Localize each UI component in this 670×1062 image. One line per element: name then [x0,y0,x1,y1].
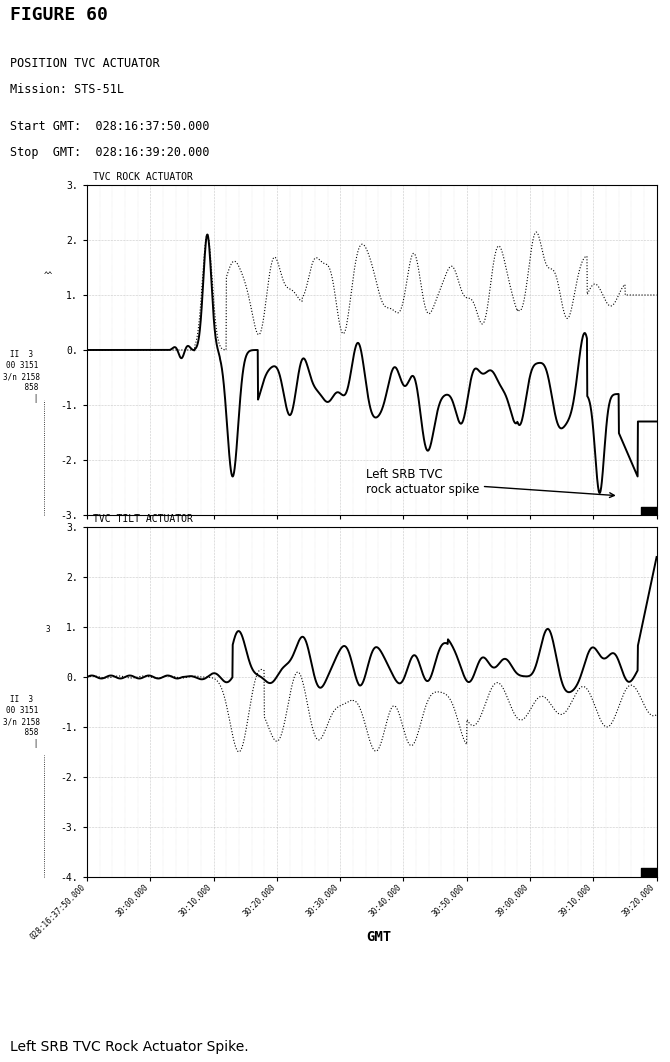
Text: Start GMT:  028:16:37:50.000: Start GMT: 028:16:37:50.000 [10,120,210,133]
Text: Mission: STS-51L: Mission: STS-51L [10,83,124,97]
Text: 3: 3 [46,626,50,634]
Text: II  3
00 3151
3/n 2158
    858
      |: II 3 00 3151 3/n 2158 858 | [3,350,40,404]
Text: POSITION TVC ACTUATOR: POSITION TVC ACTUATOR [10,57,159,70]
Text: GMT: GMT [366,930,391,944]
Text: Left SRB TVC
rock actuator spike: Left SRB TVC rock actuator spike [366,468,614,497]
Text: TVC TILT ACTUATOR: TVC TILT ACTUATOR [92,514,193,524]
Text: II  3
00 3151
3/n 2158
    858
      |: II 3 00 3151 3/n 2158 858 | [3,695,40,749]
Text: FIGURE 60: FIGURE 60 [10,5,108,23]
Text: Left SRB TVC Rock Actuator Spike.: Left SRB TVC Rock Actuator Spike. [10,1040,249,1054]
Text: TVC ROCK ACTUATOR: TVC ROCK ACTUATOR [92,172,193,182]
Text: ^^: ^^ [44,271,52,279]
Text: Stop  GMT:  028:16:39:20.000: Stop GMT: 028:16:39:20.000 [10,147,210,159]
